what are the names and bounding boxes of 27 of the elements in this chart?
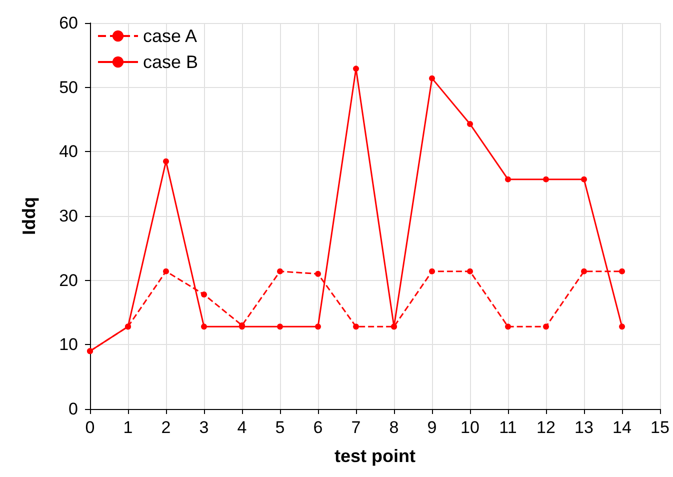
- x-tick-label: 6: [313, 418, 323, 437]
- x-tick-label: 15: [650, 418, 670, 437]
- x-axis-title: test point: [334, 446, 416, 466]
- y-tick-label: 60: [59, 14, 78, 32]
- legend-label: case B: [143, 52, 198, 72]
- x-tick-label: 7: [351, 418, 361, 437]
- x-tick-label: 5: [275, 418, 285, 437]
- legend-label: case A: [143, 26, 198, 46]
- y-tick-label: 20: [59, 270, 78, 290]
- x-tick-label: 14: [612, 418, 632, 437]
- x-tick-label: 0: [85, 418, 95, 437]
- y-tick-label: 30: [59, 206, 78, 226]
- y-tick-label: 50: [59, 78, 78, 97]
- x-tick-label: 8: [389, 418, 399, 437]
- y-tick-label: 10: [59, 335, 78, 354]
- x-tick-label: 13: [574, 418, 594, 437]
- y-axis-title: Iddq: [19, 197, 39, 235]
- x-tick-label: 10: [460, 418, 480, 437]
- x-tick-label: 9: [427, 418, 437, 437]
- x-tick-label: 11: [499, 418, 517, 437]
- x-tick-label: 1: [123, 418, 133, 437]
- x-tick-label: 2: [161, 418, 171, 437]
- y-tick-label: 0: [68, 400, 78, 418]
- x-tick-label: 4: [237, 418, 247, 437]
- x-tick-label: 3: [199, 418, 209, 437]
- y-tick-label: 40: [59, 142, 78, 162]
- x-tick-label: 12: [536, 418, 556, 437]
